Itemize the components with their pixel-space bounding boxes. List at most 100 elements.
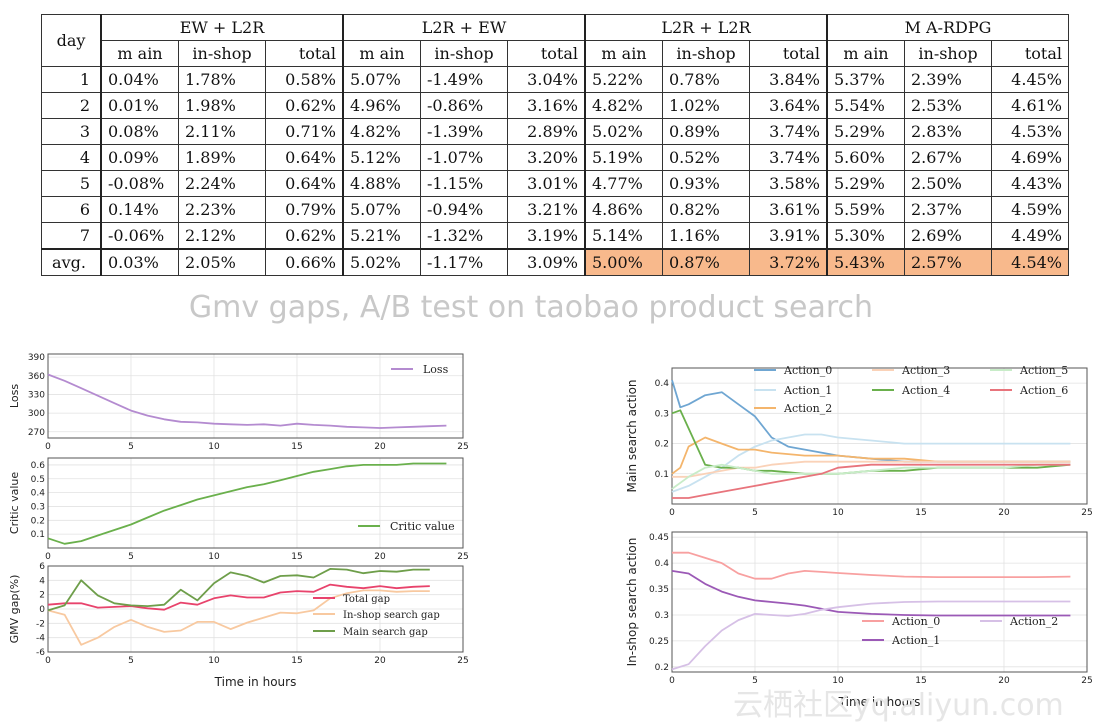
value-cell: 4.88% — [342, 170, 421, 197]
legend-label: Action_5 — [1019, 364, 1068, 377]
table-row: 5 -0.08% 2.24% 0.64% 4.88% -1.15% 3.01% 4.77% 0.… — [41, 170, 1069, 197]
value-cell: -1.07% — [420, 144, 508, 171]
x-tick-label: 5 — [128, 552, 134, 562]
value-cell: 4.59% — [991, 196, 1069, 223]
legend-label: Action_3 — [901, 364, 950, 377]
value-cell: 0.89% — [662, 118, 750, 145]
series-line — [47, 462, 447, 545]
subheader-in-shop: in-shop — [178, 40, 266, 67]
corner-header: day — [41, 14, 102, 67]
value-cell: 4.77% — [584, 170, 663, 197]
value-cell: 0.52% — [662, 144, 750, 171]
value-cell: 5.02% — [342, 248, 421, 276]
legend-label: Action_2 — [1009, 615, 1058, 628]
y-tick-label: 0.4 — [655, 379, 670, 389]
value-cell: 5.29% — [826, 118, 905, 145]
x-tick-label: 20 — [998, 676, 1010, 686]
subheader-in-shop: in-shop — [662, 40, 750, 67]
value-cell: -1.49% — [420, 66, 508, 93]
plot-frame — [671, 531, 1088, 673]
plot-frame — [47, 565, 464, 653]
value-cell: 2.83% — [904, 118, 992, 145]
subheader-total: total — [265, 40, 344, 67]
y-axis-label: Critic value — [8, 472, 21, 534]
value-cell: -1.39% — [420, 118, 508, 145]
legend-label: Critic value — [390, 520, 455, 533]
group-header: M A-RDPG — [826, 14, 1069, 41]
x-tick-label: 25 — [457, 442, 468, 452]
y-tick-label: 330 — [28, 390, 45, 400]
x-tick-label: 10 — [208, 442, 220, 452]
y-axis-label: In-shop search action — [625, 538, 639, 667]
series-line — [47, 583, 430, 611]
legend: Action_0 Action_1 Action_2 Action_3 Action_4… — [754, 364, 1068, 415]
value-cell: 0.09% — [100, 144, 179, 171]
x-tick-label: 15 — [915, 508, 926, 518]
chart-panel: 270 300 330 360 390 0 5 10 15 20 25 Loss Loss — [8, 353, 469, 452]
x-tick-label: 0 — [669, 508, 675, 518]
series-line — [672, 551, 1071, 580]
value-cell: 2.24% — [178, 170, 266, 197]
x-tick-label: 5 — [128, 442, 134, 452]
y-tick-label: 0.35 — [649, 585, 669, 595]
value-cell: 5.37% — [826, 66, 905, 93]
chart-panel: 0.1 0.2 0.3 0.4 0 5 10 15 20 25 Main search action… — [625, 364, 1093, 518]
x-tick-label: 0 — [669, 676, 675, 686]
value-cell: -0.08% — [100, 170, 179, 197]
y-tick-label: 6 — [39, 562, 45, 572]
x-tick-label: 0 — [45, 656, 51, 666]
value-cell: 4.61% — [991, 92, 1069, 119]
y-tick-label: 2 — [39, 591, 45, 601]
legend-label: Action_0 — [783, 364, 832, 377]
chart-panel: 0.1 0.2 0.3 0.4 0.5 0.6 0 5 10 15 20 25 Critic value… — [8, 457, 469, 562]
x-tick-label: 10 — [832, 508, 844, 518]
value-cell: 2.12% — [178, 222, 266, 250]
value-cell: 1.16% — [662, 222, 750, 250]
y-axis-label: GMV gap(%) — [8, 575, 21, 644]
legend-label: Action_1 — [783, 384, 832, 397]
table-row: 3 0.08% 2.11% 0.71% 4.82% -1.39% 2.89% 5.02% 0.8… — [41, 118, 1069, 145]
y-tick-label: 270 — [28, 428, 45, 438]
day-cell: 3 — [41, 118, 102, 145]
day-cell: 5 — [41, 170, 102, 197]
subheader-in-shop: in-shop — [904, 40, 992, 67]
results-table: day EW + L2R L2R + EW L2R + L2R M A-RDPG… — [41, 14, 1069, 276]
value-cell: 0.64% — [265, 144, 344, 171]
value-cell: 5.07% — [342, 66, 421, 93]
value-cell: 4.86% — [584, 196, 663, 223]
subheader-main: m ain — [826, 40, 905, 67]
y-tick-label: 0.5 — [31, 475, 45, 485]
value-cell: 0.66% — [265, 248, 344, 276]
y-tick-label: 0.2 — [31, 516, 45, 526]
legend-label: Total gap — [343, 594, 390, 605]
series-line — [47, 373, 447, 429]
caption: Gmv gaps, A/B test on taobao product sea… — [188, 290, 874, 325]
y-tick-label: 4 — [39, 576, 45, 586]
value-cell: 3.01% — [507, 170, 586, 197]
value-cell: 2.37% — [904, 196, 992, 223]
value-cell: 3.74% — [749, 118, 828, 145]
subheader-main: m ain — [100, 40, 179, 67]
value-cell: -0.94% — [420, 196, 508, 223]
legend: Critic value — [358, 520, 455, 533]
y-tick-label: 0.2 — [655, 663, 669, 673]
legend: Total gap In-shop search gap Main search g… — [313, 594, 440, 638]
y-tick-label: -4 — [36, 634, 45, 644]
x-axis-label: Time in hours — [214, 675, 297, 689]
y-tick-label: 300 — [28, 409, 45, 419]
value-cell: 2.05% — [178, 248, 266, 276]
value-cell: 5.00% — [584, 248, 663, 276]
x-tick-label: 20 — [374, 442, 386, 452]
value-cell: 2.57% — [904, 248, 992, 276]
group-header: L2R + EW — [342, 14, 586, 41]
series-line — [671, 600, 1071, 671]
y-tick-label: 0.2 — [655, 440, 669, 450]
value-cell: 4.53% — [991, 118, 1069, 145]
watermark: 云栖社区yq.aliyun.com — [733, 688, 1064, 723]
value-cell: 0.78% — [662, 66, 750, 93]
x-tick-label: 25 — [457, 552, 468, 562]
avg-row: avg. 0.03% 2.05% 0.66% 5.02% -1.17% 3.09% 5.00%… — [41, 248, 1069, 276]
value-cell: 2.69% — [904, 222, 992, 250]
value-cell: 3.61% — [749, 196, 828, 223]
